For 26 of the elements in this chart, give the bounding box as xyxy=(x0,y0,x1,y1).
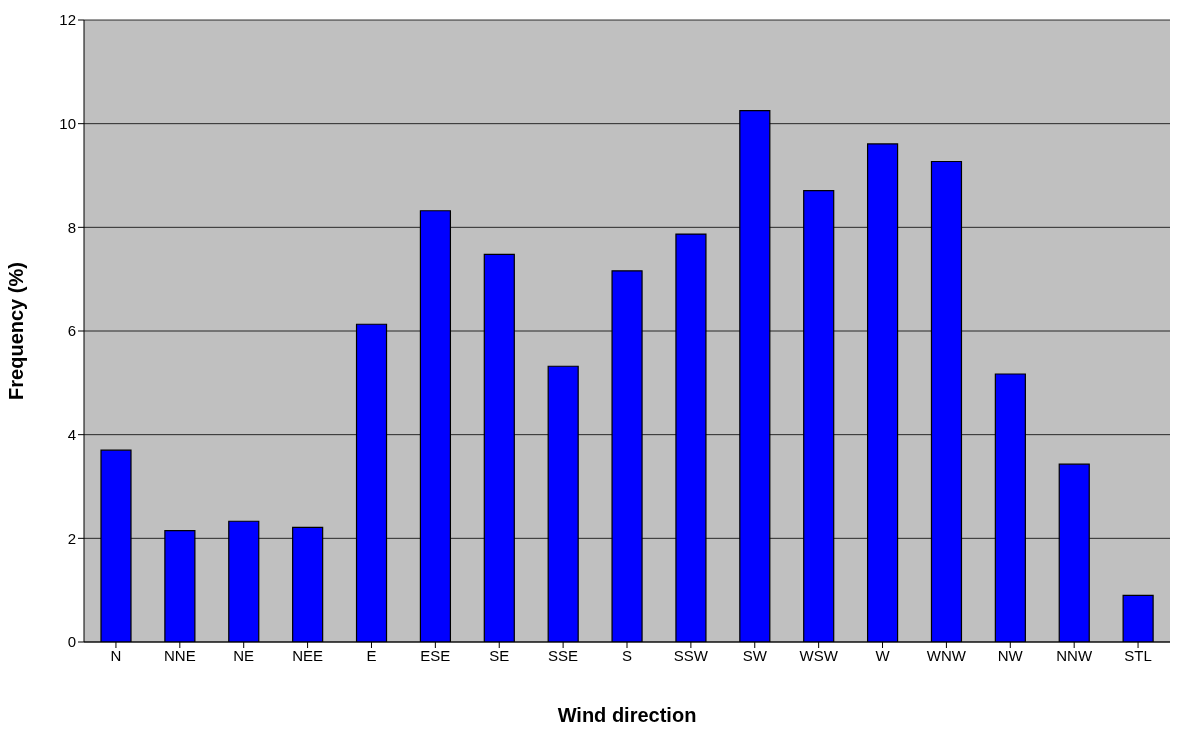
y-tick-label: 12 xyxy=(59,11,76,29)
x-tick-label: NE xyxy=(233,646,255,664)
x-tick-label: WSW xyxy=(799,646,839,664)
x-tick-label: WNW xyxy=(926,646,967,664)
y-tick-label: 10 xyxy=(59,114,76,132)
x-tick-label: SW xyxy=(742,646,768,664)
x-tick-label: W xyxy=(875,646,891,664)
x-tick-label: NW xyxy=(997,646,1024,664)
y-tick-label: 8 xyxy=(67,218,76,236)
x-tick-label: ESE xyxy=(420,646,451,664)
x-tick-label: N xyxy=(110,646,122,664)
y-tick-label: 4 xyxy=(67,425,76,443)
x-tick-label: NNW xyxy=(1056,646,1093,664)
y-tick-label: 2 xyxy=(67,529,76,547)
y-tick-label: 6 xyxy=(67,322,76,340)
y-axis-title: Frequency (%) xyxy=(5,262,28,400)
x-axis-title: Wind direction xyxy=(557,704,697,726)
x-tick-label: NNE xyxy=(163,646,196,664)
y-tick-label: 0 xyxy=(67,633,76,651)
x-tick-label: S xyxy=(621,646,633,664)
x-tick-label: E xyxy=(366,646,377,664)
x-tick-label: NEE xyxy=(292,646,324,664)
x-tick-label: SSW xyxy=(673,646,709,664)
x-tick-label: SSE xyxy=(548,646,579,664)
x-tick-label: SE xyxy=(489,646,510,664)
x-tick-label: STL xyxy=(1124,646,1152,664)
